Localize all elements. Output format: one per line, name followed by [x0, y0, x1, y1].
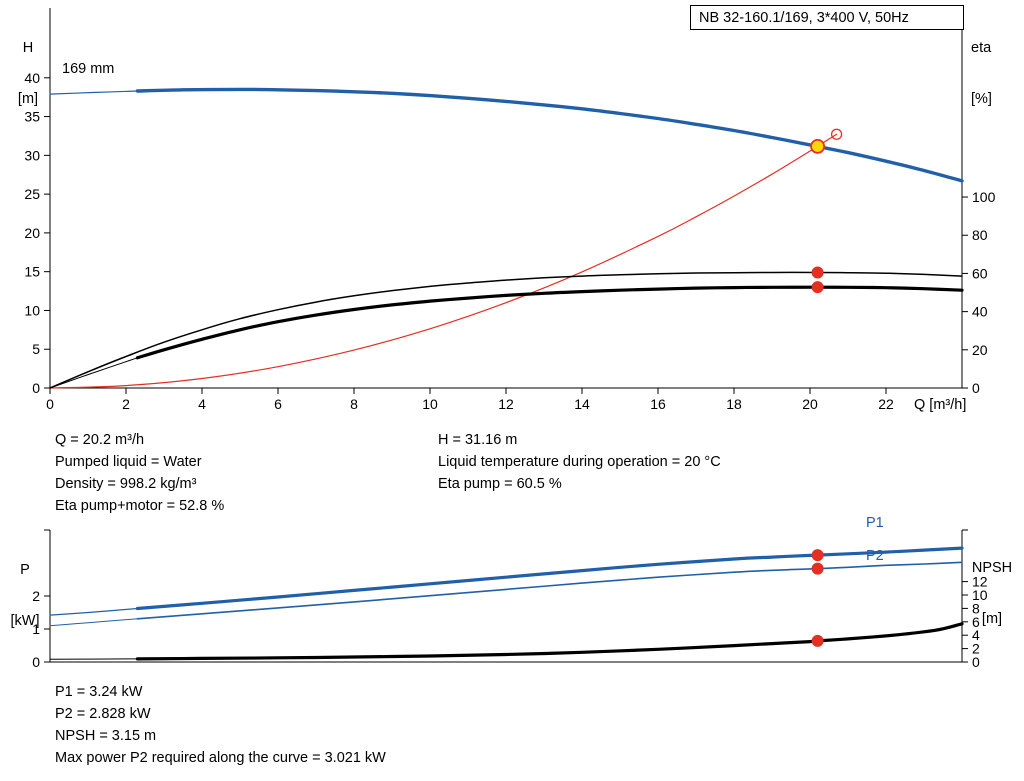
q-axis-title: Q [m³/h] — [914, 397, 967, 413]
p2-curve-label: P2 — [866, 548, 884, 564]
svg-text:0: 0 — [46, 396, 54, 412]
svg-text:20: 20 — [972, 342, 988, 358]
svg-text:20: 20 — [802, 396, 818, 412]
p-axis-title: P [kW] — [2, 528, 48, 664]
info-head: H = 31.16 m — [438, 432, 518, 448]
svg-text:6: 6 — [972, 614, 980, 630]
svg-text:5: 5 — [32, 341, 40, 357]
svg-text:8: 8 — [972, 600, 980, 616]
svg-text:18: 18 — [726, 396, 742, 412]
svg-text:12: 12 — [972, 574, 988, 590]
svg-text:100: 100 — [972, 189, 996, 205]
svg-text:22: 22 — [878, 396, 894, 412]
eta-axis-unit: [%] — [971, 91, 992, 107]
svg-text:30: 30 — [24, 147, 40, 163]
svg-text:12: 12 — [498, 396, 514, 412]
svg-text:80: 80 — [972, 227, 988, 243]
svg-text:2: 2 — [122, 396, 130, 412]
h-axis-unit: [m] — [17, 91, 39, 107]
info-liquid-temperature: Liquid temperature during operation = 20… — [438, 454, 721, 470]
info-eta-pump-motor: Eta pump+motor = 52.8 % — [55, 498, 225, 514]
info-eta-pump: Eta pump = 60.5 % — [438, 476, 562, 492]
svg-text:16: 16 — [650, 396, 666, 412]
info-density: Density = 998.2 kg/m³ — [55, 476, 197, 492]
svg-text:40: 40 — [24, 70, 40, 86]
eta-axis-title: eta [%] — [971, 6, 992, 142]
svg-text:0: 0 — [972, 654, 980, 670]
svg-text:40: 40 — [972, 304, 988, 320]
svg-text:0: 0 — [972, 380, 980, 396]
svg-text:14: 14 — [574, 396, 590, 412]
svg-text:35: 35 — [24, 109, 40, 125]
info-max-power: Max power P2 required along the curve = … — [55, 750, 386, 766]
svg-text:10: 10 — [24, 302, 40, 318]
svg-text:4: 4 — [972, 627, 980, 643]
impeller-size-label: 169 mm — [62, 61, 115, 77]
svg-text:2: 2 — [32, 588, 40, 604]
svg-text:4: 4 — [198, 396, 206, 412]
info-flow: Q = 20.2 m³/h — [55, 432, 145, 448]
pump-title: NB 32-160.1/169, 3*400 V, 50Hz — [699, 9, 909, 26]
svg-text:0: 0 — [32, 380, 40, 396]
info-p2: P2 = 2.828 kW — [55, 706, 151, 722]
svg-text:20: 20 — [24, 225, 40, 241]
svg-text:2: 2 — [972, 641, 980, 657]
svg-text:25: 25 — [24, 186, 40, 202]
h-axis-label: H — [22, 40, 34, 56]
h-axis-title: H [m] — [6, 6, 50, 142]
svg-text:6: 6 — [274, 396, 282, 412]
p-axis-unit: [kW] — [10, 613, 40, 629]
p-axis-label: P — [20, 562, 30, 578]
svg-text:10: 10 — [972, 587, 988, 603]
info-p1: P1 = 3.24 kW — [55, 684, 143, 700]
info-pumped-liquid: Pumped liquid = Water — [55, 454, 202, 470]
npsh-axis-unit: [m] — [981, 611, 1003, 627]
svg-text:60: 60 — [972, 265, 988, 281]
svg-text:0: 0 — [32, 654, 40, 670]
p1-curve-label: P1 — [866, 515, 884, 531]
npsh-axis-label: NPSH — [971, 560, 1013, 576]
info-npsh: NPSH = 3.15 m — [55, 728, 157, 744]
svg-text:10: 10 — [422, 396, 438, 412]
svg-text:15: 15 — [24, 264, 40, 280]
npsh-axis-title: NPSH [m] — [964, 526, 1020, 662]
pump-title-box: NB 32-160.1/169, 3*400 V, 50Hz — [690, 5, 964, 30]
svg-text:1: 1 — [32, 621, 40, 637]
eta-axis-label: eta — [971, 40, 992, 56]
svg-text:8: 8 — [350, 396, 358, 412]
